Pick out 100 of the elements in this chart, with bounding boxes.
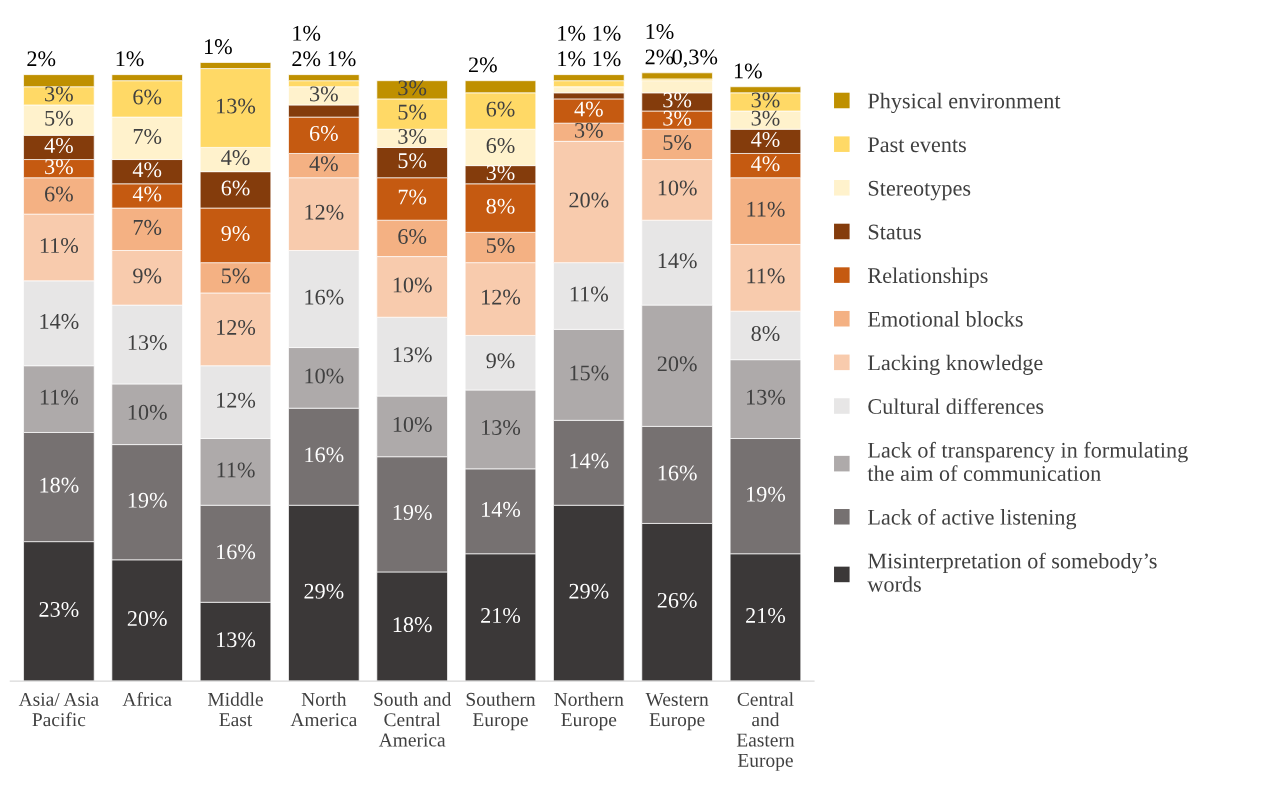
data-label: 6%: [486, 101, 515, 117]
data-label: 16%: [305, 447, 344, 463]
x-tick-label: Central and Eastern Europe: [736, 692, 795, 771]
data-label: 20%: [569, 192, 609, 208]
data-label: 11%: [40, 389, 79, 405]
data-label: 4%: [44, 137, 73, 154]
data-label: 14%: [40, 313, 79, 329]
data-label: 5%: [663, 134, 692, 151]
data-label: 23%: [39, 601, 79, 618]
data-label: 3%: [751, 92, 780, 108]
data-label: 2%: [645, 49, 674, 65]
data-label: 26%: [657, 592, 697, 608]
data-label: 3%: [663, 110, 692, 126]
data-label: 1%: [558, 51, 586, 67]
data-label: 11%: [217, 462, 255, 478]
legend-label: Emotional blocks: [868, 311, 1023, 327]
data-label: 3%: [486, 165, 515, 181]
data-label: 5%: [222, 268, 250, 284]
legend-label: Relationships: [868, 267, 988, 288]
data-label: 5%: [398, 104, 427, 120]
data-label: 10%: [393, 416, 432, 433]
x-tick-label: North America: [290, 692, 358, 727]
data-label: 1%: [734, 63, 762, 79]
data-label: 4%: [751, 131, 780, 147]
data-label: 8%: [751, 325, 780, 342]
legend-label: Stereotypes: [868, 180, 971, 201]
x-tick-label: Africa: [122, 692, 172, 706]
data-label: 14%: [658, 253, 697, 269]
legend-label: Cultural differences: [868, 398, 1044, 415]
data-label: 12%: [305, 204, 344, 220]
data-label: 0,3%: [672, 49, 718, 68]
data-label: 29%: [569, 583, 609, 599]
data-label: 1%: [328, 51, 356, 67]
data-label: 3%: [45, 86, 73, 102]
data-label: 16%: [305, 289, 344, 305]
data-label: 6%: [486, 137, 515, 154]
data-label: 1%: [116, 51, 144, 67]
data-label: 9%: [221, 225, 250, 241]
data-label: 4%: [309, 156, 338, 172]
legend-label: Physical environment: [868, 92, 1061, 114]
x-tick-label: Middle East: [207, 692, 263, 727]
data-label: 3%: [575, 122, 603, 138]
data-label: 9%: [133, 268, 162, 284]
x-tick-label: South and Central America: [374, 692, 452, 747]
data-label: 13%: [128, 335, 167, 351]
data-label: 15%: [570, 365, 609, 381]
data-label: 2%: [27, 51, 56, 67]
data-label: 1%: [646, 23, 674, 40]
data-label: 8%: [486, 198, 515, 214]
data-label: 2%: [468, 57, 497, 73]
data-label: 10%: [658, 180, 697, 196]
legend-label: Lack of active listening: [868, 508, 1077, 530]
data-label: 9%: [486, 353, 515, 369]
data-label: 7%: [133, 219, 162, 235]
data-label: 3%: [45, 159, 73, 175]
data-label: 19%: [747, 486, 786, 502]
data-label: 21%: [481, 608, 521, 624]
data-label: 5%: [486, 238, 515, 254]
data-label: 7%: [133, 128, 162, 144]
data-label: 29%: [304, 583, 344, 599]
data-label: 3%: [398, 80, 427, 96]
data-label: 6%: [309, 125, 338, 141]
data-label: 20%: [657, 356, 697, 372]
data-label: 12%: [217, 319, 256, 335]
data-label: 12%: [217, 392, 256, 408]
data-label: 13%: [217, 632, 256, 648]
data-label: 19%: [128, 492, 167, 508]
data-label: 11%: [747, 268, 785, 284]
legend-label: Status: [868, 224, 921, 240]
data-label: 6%: [221, 180, 250, 196]
data-label: 10%: [305, 368, 344, 384]
data-label: 6%: [398, 228, 427, 245]
data-label: 11%: [40, 238, 79, 254]
data-label: 20%: [127, 611, 167, 627]
data-label: 4%: [574, 101, 603, 117]
data-label: 14%: [570, 453, 609, 469]
data-label: 3%: [310, 86, 338, 102]
legend-label: Past events: [868, 137, 966, 153]
data-label: 21%: [746, 608, 786, 624]
data-label: 3%: [398, 128, 427, 144]
data-label: 13%: [482, 419, 521, 436]
data-label: 4%: [751, 156, 780, 172]
data-label: 7%: [398, 189, 427, 205]
data-label: 10%: [393, 277, 432, 293]
data-label: 19%: [393, 504, 432, 520]
data-label: 13%: [747, 389, 786, 405]
data-label: 5%: [45, 110, 73, 126]
data-label: 14%: [482, 501, 521, 517]
data-label: 2%: [292, 51, 321, 67]
data-label: 3%: [663, 92, 692, 108]
data-label: 4%: [132, 162, 162, 178]
data-label: 18%: [393, 617, 432, 633]
x-tick-label: Western Europe: [645, 692, 709, 731]
data-label: 13%: [217, 98, 256, 114]
data-label: 11%: [747, 201, 785, 217]
data-label: 3%: [751, 110, 780, 126]
data-label: 4%: [132, 186, 162, 202]
data-label: 16%: [217, 544, 256, 560]
x-tick-label: Asia/ Asia Pacific: [18, 692, 99, 727]
legend-label: Lacking knowledge: [868, 354, 1043, 375]
